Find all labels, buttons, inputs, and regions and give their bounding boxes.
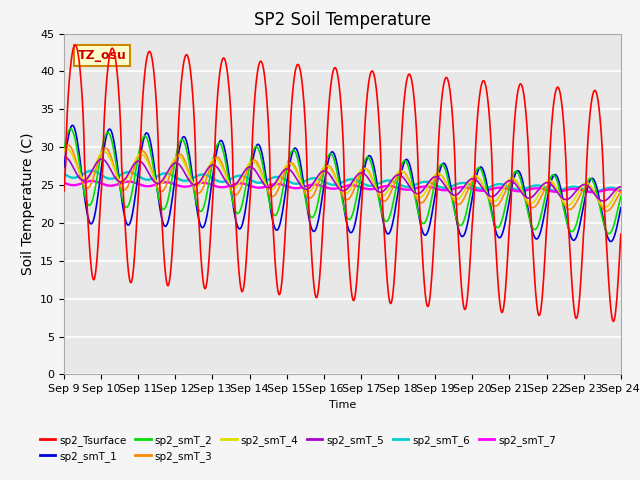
- X-axis label: Time: Time: [329, 400, 356, 409]
- Y-axis label: Soil Temperature (C): Soil Temperature (C): [20, 133, 35, 275]
- Text: TZ_osu: TZ_osu: [78, 49, 127, 62]
- Legend: sp2_Tsurface, sp2_smT_1, sp2_smT_2, sp2_smT_3, sp2_smT_4, sp2_smT_5, sp2_smT_6, : sp2_Tsurface, sp2_smT_1, sp2_smT_2, sp2_…: [35, 431, 560, 466]
- Title: SP2 Soil Temperature: SP2 Soil Temperature: [254, 11, 431, 29]
